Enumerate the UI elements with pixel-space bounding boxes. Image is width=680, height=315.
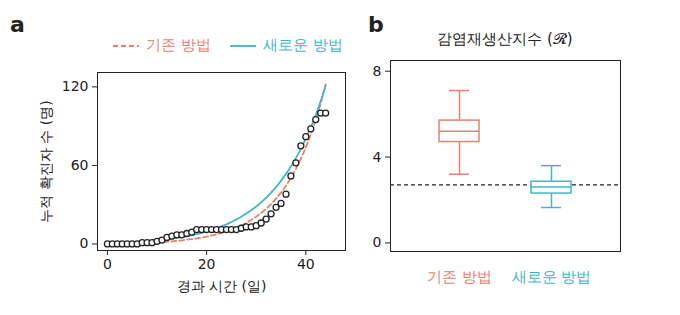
svg-text:4: 4: [373, 149, 382, 165]
svg-text:40: 40: [297, 256, 315, 272]
svg-text:60: 60: [71, 157, 89, 173]
svg-text:0: 0: [103, 256, 112, 272]
svg-text:기존 방법: 기존 방법: [427, 268, 492, 286]
html-text:기존 방법: 기존 방법: [146, 36, 211, 54]
svg-text:8: 8: [373, 63, 382, 79]
svg-text:새로운 방법: 새로운 방법: [512, 268, 592, 286]
html-text:a: a: [10, 12, 25, 37]
svg-text:20: 20: [198, 256, 216, 272]
html-text:감염재생산지수 (𝓡): 감염재생산지수 (𝓡): [437, 30, 573, 48]
svg-text:0: 0: [80, 235, 89, 251]
svg-text:누적 확진자 수 (명): 누적 확진자 수 (명): [38, 100, 54, 222]
svg-text:120: 120: [62, 78, 89, 94]
svg-text:0: 0: [373, 234, 382, 250]
html-text:b: b: [368, 12, 384, 37]
html-text:새로운 방법: 새로운 방법: [262, 36, 343, 54]
svg-text:경과 시간 (일): 경과 시간 (일): [177, 278, 267, 294]
